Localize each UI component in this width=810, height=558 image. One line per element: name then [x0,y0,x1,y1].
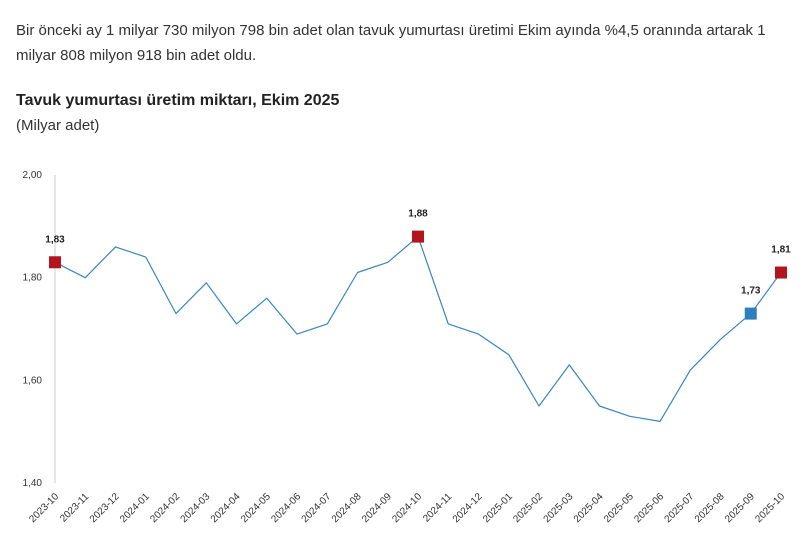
x-tick-label: 2023-11 [58,491,92,525]
data-label: 1,88 [408,209,428,220]
data-label: 1,81 [771,245,791,256]
chart-unit-label: (Milyar adet) [16,117,100,134]
x-tick-label: 2024-02 [148,491,182,525]
x-tick-label: 2024-11 [421,491,455,525]
x-tick-label: 2024-06 [269,491,303,525]
x-tick-label: 2024-01 [118,491,152,525]
y-tick-label: 2,00 [23,170,43,181]
y-tick-label: 1,80 [23,273,43,284]
x-tick-label: 2023-12 [88,491,122,525]
data-point-marker [775,266,787,279]
x-tick-label: 2025-09 [723,491,757,525]
data-label: 1,83 [45,234,65,245]
data-point-marker [49,256,61,269]
y-tick-label: 1,40 [23,478,43,489]
x-tick-label: 2024-10 [390,491,424,525]
data-point-marker [744,307,757,320]
x-tick-label: 2024-08 [330,491,364,525]
x-tick-label: 2025-03 [542,491,576,525]
x-tick-label: 2024-04 [209,491,243,525]
x-tick-label: 2025-07 [663,491,697,525]
x-tick-label: 2024-09 [360,491,394,525]
x-tick-label: 2023-10 [27,491,61,525]
y-tick-label: 1,60 [23,375,43,386]
x-tick-label: 2024-07 [300,491,334,525]
series-line [54,236,782,422]
x-tick-label: 2024-03 [179,491,213,525]
data-label: 1,73 [741,286,761,297]
x-tick-label: 2025-05 [602,491,636,525]
x-tick-label: 2025-01 [481,491,515,525]
x-tick-label: 2024-12 [451,491,485,525]
chart-title: Tavuk yumurtası üretim miktarı, Ekim 202… [16,92,340,109]
x-tick-label: 2025-06 [632,491,666,525]
data-point-marker [412,230,424,243]
x-tick-label: 2025-04 [572,491,606,525]
x-tick-label: 2024-05 [239,491,273,525]
x-tick-label: 2025-08 [693,491,727,525]
x-tick-label: 2025-02 [511,491,545,525]
intro-text: Bir önceki ay 1 milyar 730 milyon 798 bi… [16,22,766,64]
x-tick-label: 2025-10 [753,491,787,525]
